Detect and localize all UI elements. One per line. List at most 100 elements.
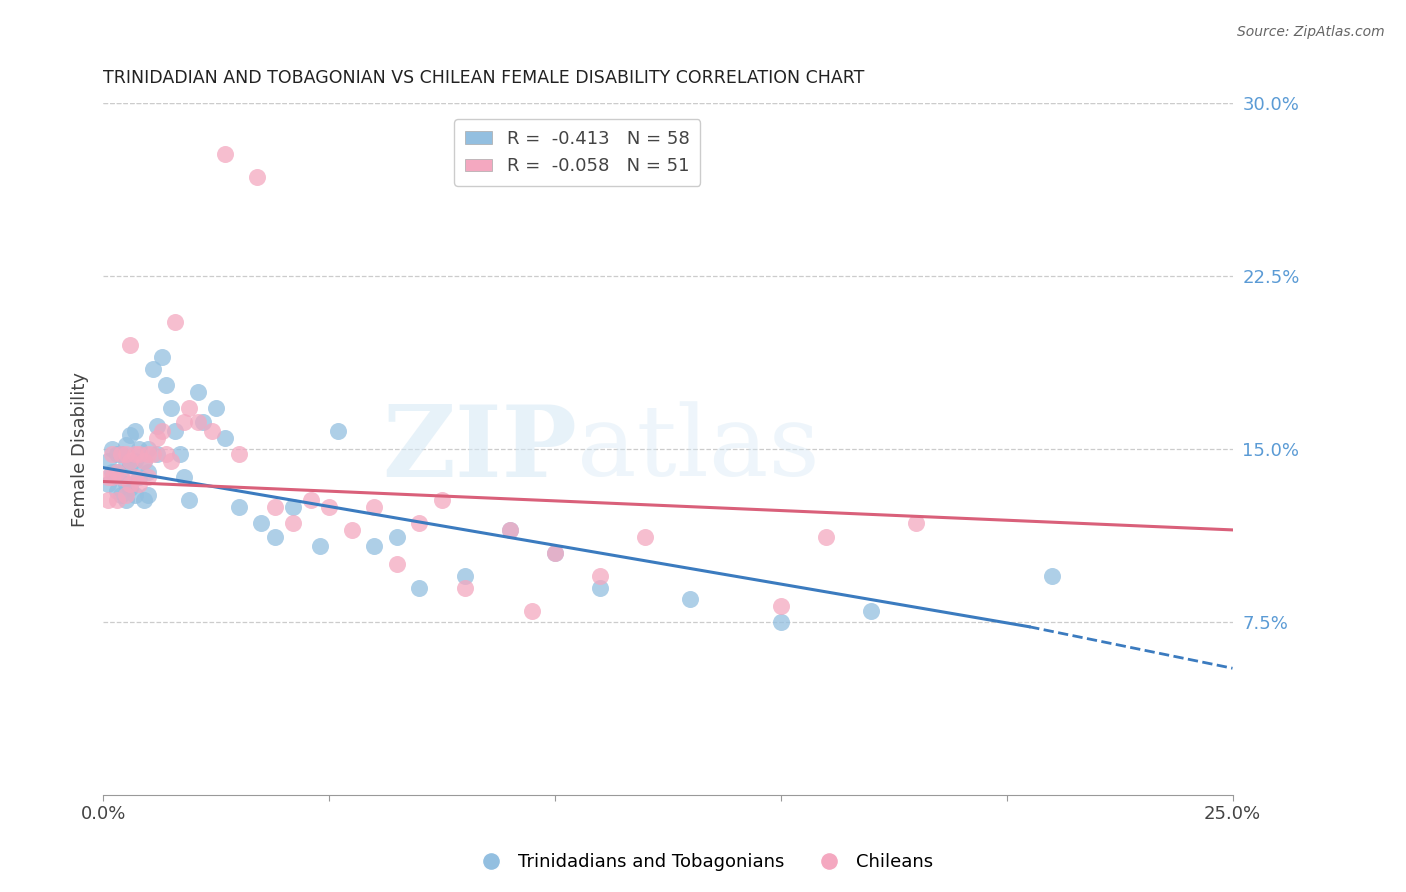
Text: ZIP: ZIP — [382, 401, 578, 498]
Point — [385, 530, 408, 544]
Point — [105, 465, 128, 479]
Point — [128, 442, 150, 457]
Point — [150, 424, 173, 438]
Point — [814, 530, 837, 544]
Text: atlas: atlas — [578, 401, 820, 497]
Point — [155, 447, 177, 461]
Point — [187, 415, 209, 429]
Point — [281, 516, 304, 530]
Point — [142, 447, 165, 461]
Point — [136, 470, 159, 484]
Point — [124, 447, 146, 461]
Point — [97, 492, 120, 507]
Point — [679, 592, 702, 607]
Point — [453, 569, 475, 583]
Point — [110, 488, 132, 502]
Point — [263, 500, 285, 514]
Point — [200, 424, 222, 438]
Point — [132, 454, 155, 468]
Point — [101, 447, 124, 461]
Point — [173, 415, 195, 429]
Point — [363, 500, 385, 514]
Point — [299, 492, 322, 507]
Point — [769, 615, 792, 629]
Point — [97, 476, 120, 491]
Point — [114, 458, 136, 473]
Point — [146, 431, 169, 445]
Point — [173, 470, 195, 484]
Point — [589, 581, 612, 595]
Point — [1040, 569, 1063, 583]
Point — [110, 447, 132, 461]
Point — [860, 604, 883, 618]
Point — [263, 530, 285, 544]
Point — [132, 454, 155, 468]
Point — [363, 539, 385, 553]
Point — [228, 500, 250, 514]
Point — [281, 500, 304, 514]
Point — [124, 424, 146, 438]
Point — [169, 447, 191, 461]
Point — [250, 516, 273, 530]
Text: Source: ZipAtlas.com: Source: ZipAtlas.com — [1237, 25, 1385, 39]
Point — [114, 488, 136, 502]
Point — [105, 447, 128, 461]
Point — [136, 447, 159, 461]
Point — [214, 431, 236, 445]
Point — [120, 338, 142, 352]
Point — [155, 377, 177, 392]
Point — [128, 470, 150, 484]
Point — [120, 454, 142, 468]
Point — [634, 530, 657, 544]
Point — [110, 470, 132, 484]
Text: TRINIDADIAN AND TOBAGONIAN VS CHILEAN FEMALE DISABILITY CORRELATION CHART: TRINIDADIAN AND TOBAGONIAN VS CHILEAN FE… — [103, 69, 865, 87]
Point — [120, 476, 142, 491]
Point — [589, 569, 612, 583]
Point — [128, 447, 150, 461]
Point — [150, 350, 173, 364]
Point — [905, 516, 928, 530]
Point — [160, 454, 183, 468]
Point — [499, 523, 522, 537]
Point — [142, 361, 165, 376]
Point — [165, 424, 187, 438]
Point — [430, 492, 453, 507]
Point — [146, 447, 169, 461]
Point — [124, 454, 146, 468]
Point — [114, 447, 136, 461]
Point — [97, 470, 120, 484]
Point — [146, 419, 169, 434]
Point — [132, 492, 155, 507]
Point — [114, 476, 136, 491]
Point — [309, 539, 332, 553]
Point — [160, 401, 183, 415]
Legend: Trinidadians and Tobagonians, Chileans: Trinidadians and Tobagonians, Chileans — [465, 847, 941, 879]
Point — [136, 488, 159, 502]
Point — [136, 465, 159, 479]
Point — [177, 492, 200, 507]
Point — [124, 470, 146, 484]
Point — [165, 315, 187, 329]
Point — [544, 546, 567, 560]
Point — [246, 170, 269, 185]
Point — [522, 604, 544, 618]
Point — [105, 483, 128, 498]
Point — [120, 458, 142, 473]
Point — [110, 470, 132, 484]
Point — [114, 437, 136, 451]
Point — [128, 476, 150, 491]
Point — [120, 428, 142, 442]
Y-axis label: Female Disability: Female Disability — [72, 372, 89, 526]
Point — [408, 581, 430, 595]
Point — [205, 401, 228, 415]
Point — [105, 492, 128, 507]
Point — [544, 546, 567, 560]
Point — [326, 424, 349, 438]
Point — [105, 465, 128, 479]
Point — [101, 470, 124, 484]
Legend: R =  -0.413   N = 58, R =  -0.058   N = 51: R = -0.413 N = 58, R = -0.058 N = 51 — [454, 120, 700, 186]
Point — [499, 523, 522, 537]
Point — [191, 415, 214, 429]
Point — [214, 147, 236, 161]
Point — [114, 492, 136, 507]
